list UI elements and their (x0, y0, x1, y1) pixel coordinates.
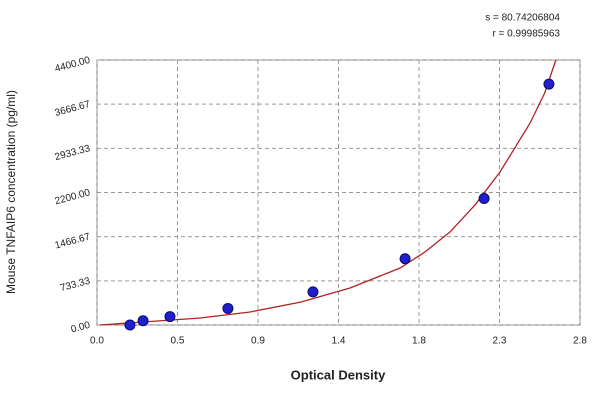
data-point (399, 253, 411, 265)
y-tick-label: 3666.67 (54, 99, 92, 119)
y-axis-label: Mouse TNFAIP6 concentration (pg/ml) (4, 90, 18, 294)
data-point (124, 319, 136, 331)
annotation: r = 0.99985963 (492, 29, 560, 40)
data-point (137, 315, 149, 327)
x-tick-label: 2.3 (493, 336, 507, 347)
fit-curve (99, 59, 557, 326)
x-tick-label: 1.4 (332, 336, 346, 347)
x-axis-label: Optical Density (291, 367, 386, 382)
x-tick-label: 0.9 (251, 336, 265, 347)
data-point (543, 78, 555, 90)
y-tick-label: 0.00 (70, 320, 92, 336)
y-tick-label: 2200.00 (54, 187, 92, 207)
y-tick-label: 1466.67 (54, 231, 92, 251)
y-tick-label: 733.33 (59, 276, 92, 295)
data-point (164, 311, 176, 323)
data-point (307, 286, 319, 298)
data-point (222, 302, 234, 314)
annotation: s = 80.74206804 (485, 13, 560, 24)
y-tick-label: 4400.00 (54, 55, 92, 75)
data-point (478, 193, 490, 205)
x-tick-label: 1.8 (412, 336, 426, 347)
x-tick-label: 2.8 (573, 336, 587, 347)
y-tick-label: 2933.33 (54, 143, 92, 163)
x-tick-label: 0.5 (171, 336, 185, 347)
x-tick-label: 0.0 (90, 336, 104, 347)
